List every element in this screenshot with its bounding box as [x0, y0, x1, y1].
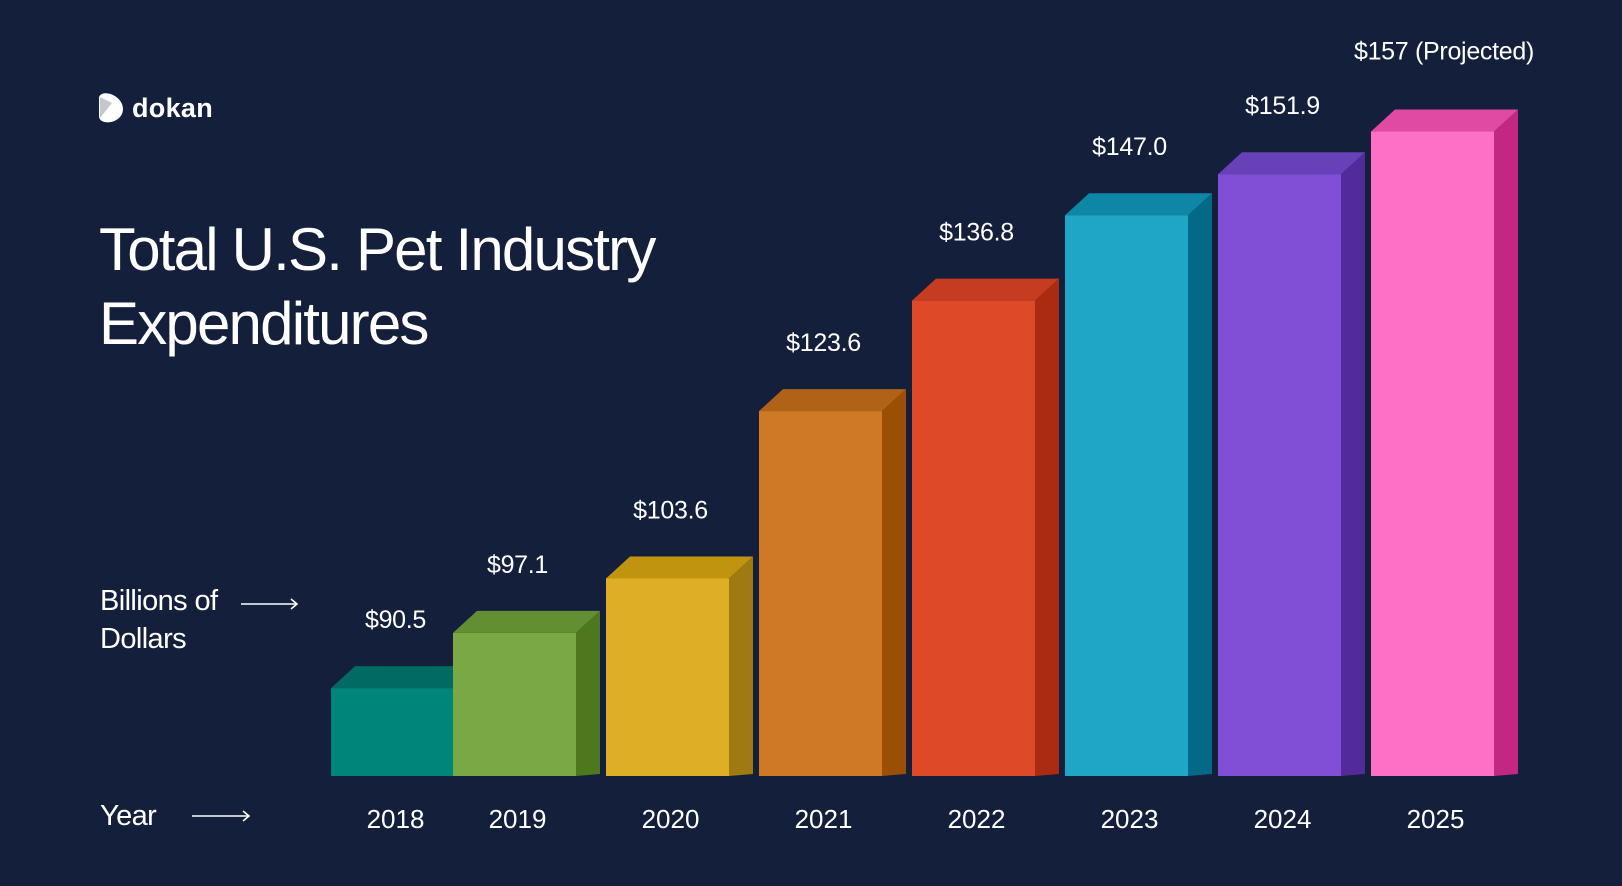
value-label-2024: $151.9 [1245, 92, 1320, 120]
chart-title-line-2: Expenditures [99, 290, 429, 357]
value-label-2025: $157 (Projected) [1354, 38, 1534, 66]
value-label-2020: $103.6 [633, 496, 708, 524]
bar-side-2025 [1494, 109, 1518, 776]
bar-top-2019 [453, 610, 600, 633]
year-tick-2025: 2025 [1407, 804, 1465, 834]
chart-title: Total U.S. Pet Industry Expenditures [99, 213, 656, 361]
brand-name: dokan [132, 92, 214, 123]
year-tick-2019: 2019 [489, 804, 547, 834]
bar-2022 [912, 300, 1035, 776]
bar-2023 [1065, 215, 1188, 776]
bar-2025 [1371, 131, 1494, 776]
bar-2019 [453, 632, 576, 776]
bar-top-2022 [912, 278, 1059, 301]
bar-top-2021 [759, 389, 906, 412]
bar-side-2019 [576, 610, 600, 776]
bar-2018 [331, 688, 454, 776]
value-label-2021: $123.6 [786, 329, 861, 357]
value-label-2019: $97.1 [487, 551, 548, 579]
bar-top-2018 [331, 666, 478, 689]
unit-label-line-1: Billions of [100, 585, 218, 617]
year-arrow-icon [192, 810, 251, 822]
bar-side-2022 [1035, 278, 1059, 776]
bar-top-2025 [1371, 109, 1518, 132]
year-tick-2021: 2021 [795, 804, 853, 834]
bar-2024 [1218, 174, 1341, 776]
bar-side-2021 [882, 389, 906, 776]
unit-arrow-icon [241, 598, 299, 610]
value-label-2018: $90.5 [365, 606, 426, 634]
bar-top-2023 [1065, 193, 1212, 216]
year-tick-2022: 2022 [948, 804, 1006, 834]
chart-title-line-1: Total U.S. Pet Industry [99, 216, 656, 283]
bar-side-2023 [1188, 193, 1212, 776]
unit-label: Billions of Dollars [100, 582, 240, 658]
year-tick-2024: 2024 [1254, 804, 1312, 834]
unit-label-line-2: Dollars [100, 623, 187, 655]
year-tick-2018: 2018 [367, 804, 425, 834]
year-tick-2020: 2020 [642, 804, 700, 834]
bar-2021 [759, 411, 882, 776]
year-axis-label: Year [100, 800, 157, 832]
value-label-2023: $147.0 [1092, 133, 1167, 161]
bar-top-2020 [606, 556, 753, 579]
bar-side-2024 [1341, 152, 1365, 776]
dokan-logo-icon [99, 93, 123, 123]
bar-side-2020 [729, 556, 753, 776]
brand-logo: dokan [99, 92, 213, 124]
year-tick-2023: 2023 [1101, 804, 1159, 834]
bar-2020 [606, 578, 729, 776]
bar-top-2024 [1218, 152, 1365, 175]
value-label-2022: $136.8 [939, 219, 1014, 247]
